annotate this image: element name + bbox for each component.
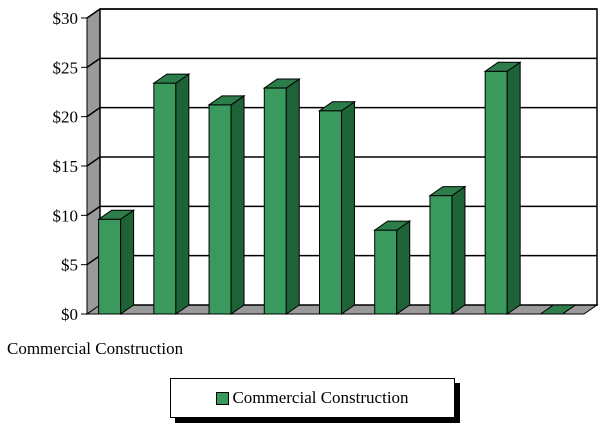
y-tick-label: $30 <box>53 9 79 28</box>
gridline-side <box>86 255 101 266</box>
bar-front <box>484 70 508 315</box>
legend-box: Commercial Construction <box>170 378 455 418</box>
y-tick-label: $10 <box>53 206 79 225</box>
bar-top <box>428 186 467 197</box>
bar-front <box>208 104 232 315</box>
gridline-side <box>86 205 101 216</box>
bar <box>207 94 246 315</box>
legend-label: Commercial Construction <box>232 388 409 407</box>
bar-top <box>152 73 191 84</box>
x-axis-label: Commercial Construction <box>7 339 184 358</box>
bar-top <box>538 304 577 315</box>
bar <box>317 100 357 315</box>
bar <box>428 185 467 315</box>
bar <box>373 220 412 315</box>
bar-front <box>429 195 453 315</box>
legend-swatch <box>216 391 230 405</box>
bar-top <box>97 209 136 220</box>
bar-side <box>175 73 190 315</box>
bar-side <box>230 94 245 315</box>
bar-front <box>319 110 342 315</box>
y-tick-label: $25 <box>53 58 79 77</box>
bar <box>538 304 577 315</box>
bar-top <box>317 101 357 112</box>
bar <box>483 61 522 315</box>
gridline-side <box>86 8 101 19</box>
bar-front <box>98 218 122 315</box>
bars <box>97 61 577 315</box>
bar-side <box>506 61 521 315</box>
bar-top <box>373 220 412 231</box>
gridline-side <box>86 107 101 118</box>
bar <box>262 78 301 315</box>
bar-front <box>153 82 177 315</box>
bar-top <box>262 78 301 89</box>
y-tick-label: $20 <box>53 108 79 127</box>
gridline-side <box>86 57 101 68</box>
bar-top <box>483 61 522 72</box>
bar-side <box>120 209 135 315</box>
y-axis: $0 $5 $10 $15 $20 $25 $30 <box>53 9 88 324</box>
bar-front <box>263 87 287 315</box>
y-tick-label: $15 <box>53 157 79 176</box>
bar-top <box>207 95 246 106</box>
bar-side <box>341 100 355 315</box>
bar-side <box>285 78 300 315</box>
legend: Commercial Construction <box>170 378 460 423</box>
bar <box>97 209 136 315</box>
bar-side <box>451 185 466 315</box>
gridline-side <box>86 156 101 167</box>
y-tick-label: $0 <box>61 305 78 324</box>
bar <box>152 73 191 315</box>
bar-side <box>396 220 411 315</box>
bar-front <box>374 229 398 315</box>
y-tick-label: $5 <box>61 256 78 275</box>
